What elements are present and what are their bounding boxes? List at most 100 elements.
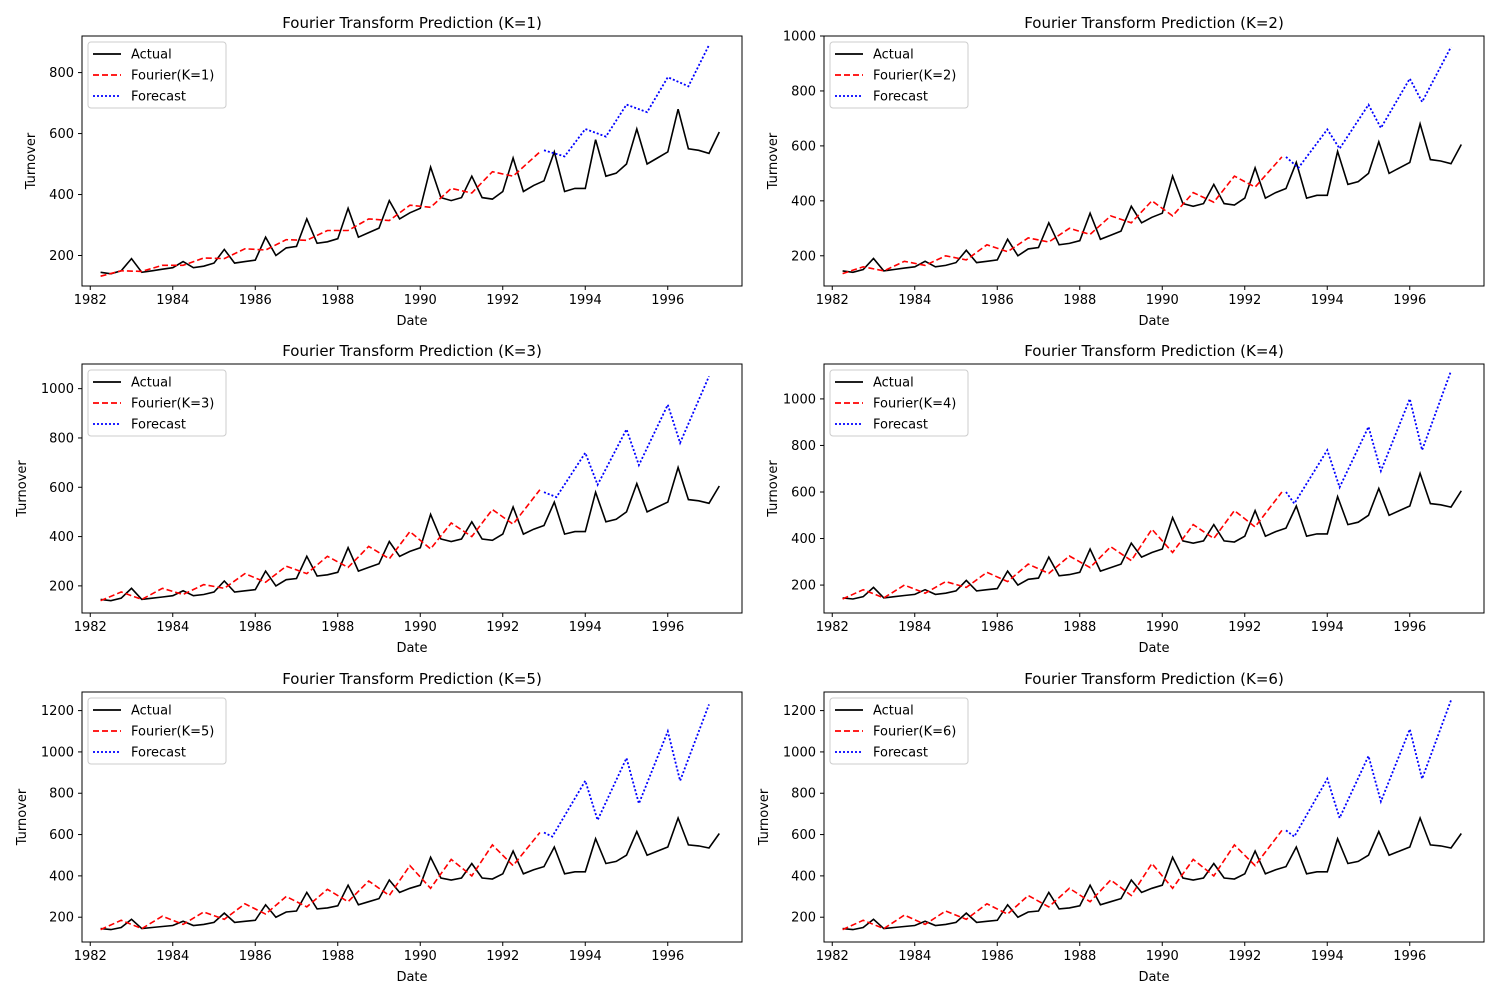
axes-frame (823, 35, 1485, 287)
series-actual (100, 108, 721, 275)
legend-box (87, 369, 227, 437)
axes-frame (823, 363, 1485, 614)
x-tick-label: 1994 (1311, 620, 1344, 635)
y-tick-label: 800 (49, 66, 74, 81)
series-forecast (1285, 46, 1452, 170)
y-tick-label: 200 (49, 579, 74, 594)
legend-box (87, 697, 227, 765)
legend-label: Fourier(K=6) (873, 725, 956, 740)
y-tick-label: 800 (791, 787, 816, 802)
legend-label: Fourier(K=5) (131, 725, 214, 740)
series-fourier-fit (100, 151, 541, 277)
y-tick-label: 1000 (41, 745, 74, 760)
x-tick-label: 1992 (1228, 949, 1261, 964)
x-axis-label: Date (396, 970, 427, 985)
series-forecast (1285, 699, 1452, 838)
x-tick-label: 1990 (404, 293, 437, 308)
x-tick-label: 1988 (1063, 949, 1096, 964)
x-tick-label: 1994 (1311, 293, 1344, 308)
y-tick-label: 400 (791, 194, 816, 209)
series-fourier-fit (842, 491, 1283, 600)
y-axis-label: Turnover (766, 132, 781, 190)
x-axis-label: Date (396, 641, 427, 656)
legend: Actual Fourier(K=3) Forecast (87, 369, 227, 437)
x-tick-label: 1996 (651, 620, 684, 635)
y-tick-label: 1000 (783, 745, 816, 760)
x-tick-label: 1990 (404, 949, 437, 964)
chart-title: Fourier Transform Prediction (K=1) (282, 14, 542, 32)
y-tick-label: 800 (791, 84, 816, 99)
legend-label: Forecast (873, 746, 928, 761)
y-tick-label: 1000 (41, 382, 74, 397)
y-tick-label: 200 (791, 579, 816, 594)
x-tick-label: 1992 (486, 620, 519, 635)
axes-frame (81, 363, 743, 614)
x-tick-label: 1996 (1393, 949, 1426, 964)
x-axis-label: Date (1138, 314, 1169, 329)
series-fourier-fit (842, 156, 1283, 275)
x-tick-label: 1982 (74, 949, 107, 964)
series-actual (100, 464, 720, 602)
y-tick-label: 1000 (783, 30, 816, 45)
y-tick-label: 400 (49, 869, 74, 884)
subplot-5: Fourier Transform Prediction (K=5) 200 400… (15, 670, 743, 985)
x-tick-label: 1982 (74, 293, 107, 308)
series-fourier-fit (100, 831, 541, 931)
subplot-3: Fourier Transform Prediction (K=3) 200 400… (15, 342, 743, 656)
series-actual (842, 470, 1462, 600)
y-tick-label: 600 (791, 139, 816, 154)
subplot-6: Fourier Transform Prediction (K=6) 200 400… (757, 670, 1485, 985)
legend-label: Actual (131, 704, 172, 719)
x-tick-label: 1988 (321, 293, 354, 308)
y-tick-label: 400 (49, 530, 74, 545)
y-tick-label: 600 (49, 828, 74, 843)
subplot-1: Fourier Transform Prediction (K=1) 200 400… (24, 14, 743, 329)
y-tick-label: 400 (791, 869, 816, 884)
legend-label: Fourier(K=3) (131, 397, 214, 412)
legend-label: Fourier(K=4) (873, 397, 956, 412)
legend: Actual Fourier(K=4) Forecast (829, 369, 969, 437)
y-tick-label: 800 (791, 439, 816, 454)
y-tick-label: 400 (791, 532, 816, 547)
x-tick-label: 1994 (569, 949, 602, 964)
legend-label: Actual (873, 376, 914, 391)
legend-label: Forecast (131, 746, 186, 761)
x-tick-label: 1992 (486, 293, 519, 308)
x-tick-label: 1994 (569, 293, 602, 308)
x-tick-label: 1982 (816, 949, 849, 964)
x-tick-label: 1996 (651, 949, 684, 964)
x-tick-label: 1986 (981, 620, 1014, 635)
legend: Actual Fourier(K=2) Forecast (829, 41, 969, 109)
y-tick-label: 200 (791, 249, 816, 264)
chart-title: Fourier Transform Prediction (K=2) (1024, 14, 1284, 32)
series-forecast (543, 375, 710, 499)
legend: Actual Fourier(K=5) Forecast (87, 697, 227, 765)
legend-label: Actual (131, 376, 172, 391)
x-tick-label: 1988 (321, 620, 354, 635)
legend-label: Forecast (131, 418, 186, 433)
axes-frame (81, 35, 743, 287)
legend-box (829, 41, 969, 109)
series-fourier-fit (100, 489, 541, 602)
legend-box (829, 369, 969, 437)
x-tick-label: 1982 (74, 620, 107, 635)
legend-label: Actual (131, 48, 172, 63)
x-tick-label: 1982 (816, 293, 849, 308)
x-tick-label: 1988 (1063, 620, 1096, 635)
legend-label: Forecast (131, 90, 186, 105)
x-tick-label: 1990 (1146, 620, 1179, 635)
y-tick-label: 200 (49, 911, 74, 926)
x-tick-label: 1988 (321, 949, 354, 964)
y-tick-label: 600 (49, 127, 74, 142)
x-tick-label: 1984 (898, 949, 931, 964)
y-tick-label: 800 (49, 787, 74, 802)
axes-frame (823, 691, 1485, 943)
legend-label: Fourier(K=1) (131, 69, 214, 84)
y-axis-label: Turnover (15, 460, 30, 518)
chart-title: Fourier Transform Prediction (K=5) (282, 670, 542, 688)
x-tick-label: 1984 (156, 949, 189, 964)
y-tick-label: 600 (791, 485, 816, 500)
legend-label: Fourier(K=2) (873, 69, 956, 84)
x-tick-label: 1986 (239, 620, 272, 635)
